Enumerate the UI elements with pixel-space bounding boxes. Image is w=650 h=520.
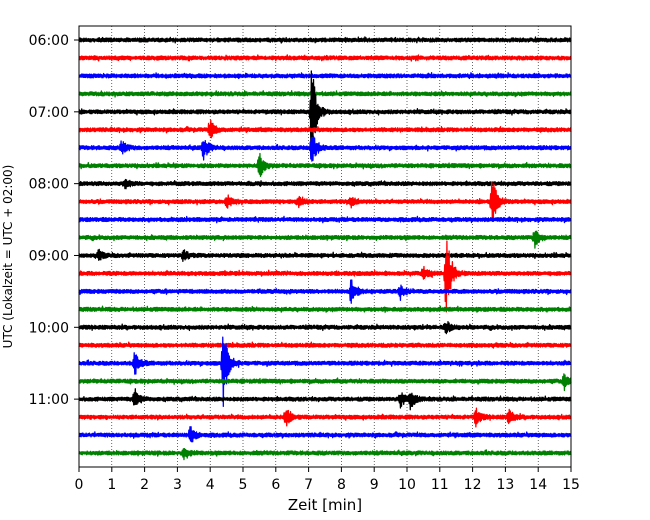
trace-1030 [78, 336, 572, 407]
trace-0700 [78, 70, 572, 155]
trace-1015 [78, 341, 572, 349]
plot-frame [78, 25, 572, 468]
x-tick-label: 8 [337, 477, 346, 493]
x-tick-label: 10 [398, 477, 416, 493]
seismic-traces [78, 36, 572, 461]
x-tick-label: 11 [431, 477, 449, 493]
trace-1000 [78, 321, 572, 335]
x-tick-label: 4 [206, 477, 215, 493]
trace-0730 [78, 135, 572, 162]
x-tick-label: 5 [239, 477, 248, 493]
trace-1130 [78, 426, 572, 443]
x-tick-label: 9 [370, 477, 379, 493]
x-axis-label: Zeit [min] [288, 496, 362, 514]
x-tick-label: 7 [304, 477, 313, 493]
x-axis-ticks: 0 1 2 3 4 5 6 7 8 9 10 11 12 13 14 15 [75, 467, 580, 493]
trace-0915 [78, 240, 572, 313]
trace-1045 [78, 373, 572, 392]
trace-1145 [78, 447, 572, 461]
x-tick-label: 6 [271, 477, 280, 493]
x-tick-label: 2 [140, 477, 149, 493]
x-tick-label: 12 [464, 477, 482, 493]
y-tick-label: 11:00 [29, 392, 69, 408]
trace-0900 [78, 248, 572, 263]
x-tick-label: 13 [496, 477, 514, 493]
trace-0800 [78, 178, 572, 190]
y-tick-label: 09:00 [29, 248, 69, 264]
trace-0645 [78, 90, 572, 98]
y-axis-ticks: 06:00 07:00 08:00 09:00 10:00 11:00 [29, 33, 79, 408]
trace-0600 [78, 36, 572, 44]
y-tick-label: 10:00 [29, 320, 69, 336]
trace-0845 [78, 230, 572, 249]
trace-1100 [78, 388, 572, 411]
x-tick-label: 0 [75, 477, 84, 493]
y-tick-label: 07:00 [29, 105, 69, 121]
trace-0930 [78, 279, 572, 304]
x-tick-label: 1 [107, 477, 116, 493]
trace-0830 [78, 215, 572, 224]
trace-0945 [78, 305, 572, 313]
trace-0715 [78, 119, 572, 139]
y-tick-label: 08:00 [29, 177, 69, 193]
trace-0745 [78, 152, 572, 177]
trace-0815 [78, 181, 572, 219]
x-tick-label: 15 [562, 477, 580, 493]
y-axis-label: UTC (Lokalzeit = UTC + 02:00) [1, 165, 15, 349]
x-tick-label: 14 [529, 477, 547, 493]
y-tick-label: 06:00 [29, 33, 69, 49]
x-tick-label: 3 [173, 477, 182, 493]
trace-1115 [78, 407, 572, 428]
trace-0630 [78, 72, 572, 80]
trace-0615 [78, 54, 572, 62]
